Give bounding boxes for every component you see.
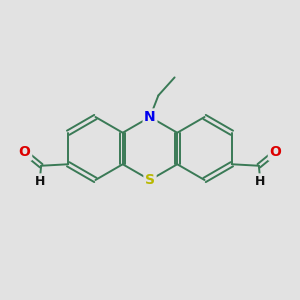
- Text: S: S: [145, 173, 155, 187]
- Text: H: H: [34, 175, 45, 188]
- Text: O: O: [19, 145, 31, 159]
- Text: O: O: [269, 145, 281, 159]
- Text: N: N: [144, 110, 156, 124]
- Text: H: H: [255, 175, 266, 188]
